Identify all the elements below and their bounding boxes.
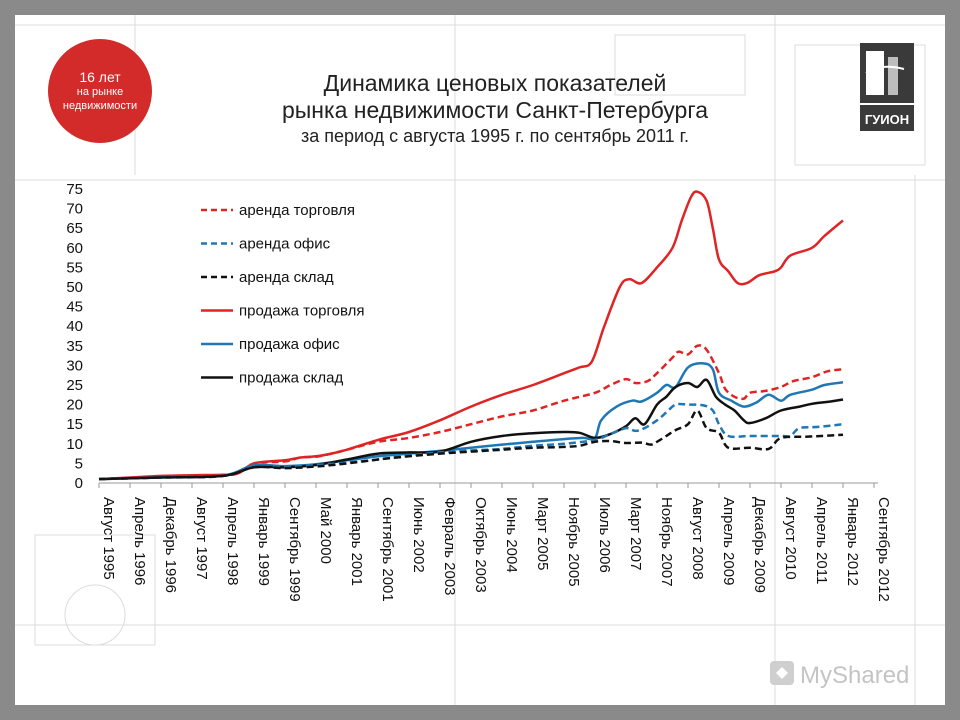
title-line-3: за период с августа 1995 г. по сентябрь …: [300, 126, 690, 146]
y-tick-label: 60: [66, 240, 83, 257]
x-tick-label: Апрель 2011: [813, 497, 830, 584]
x-tick-label: Август 1997: [193, 497, 210, 580]
y-tick-label: 5: [75, 455, 83, 472]
legend-label: аренда торговля: [239, 202, 355, 219]
badge-years: 16 лет: [79, 69, 121, 85]
y-tick-labels: 0 5 10 15 20 25 30 35 40 45 50 55 60 65 70 75: [66, 181, 83, 492]
watermark: MyShared: [770, 661, 909, 689]
x-tick-label: Сентябрь 2001: [379, 497, 396, 602]
legend: аренда торговля аренда офис аренда склад пр…: [201, 202, 365, 387]
x-tick-label: Март 2007: [627, 497, 644, 570]
x-tick-labels: Август 1995 Апрель 1996 Декабрь 1996 Август…: [100, 497, 892, 602]
x-tick-label: Апрель 1998: [224, 497, 241, 585]
x-tick-label: Июнь 2002: [410, 497, 427, 573]
title-line-2: рынка недвижимости Санкт-Петербурга: [281, 97, 709, 123]
x-tick-label: Апрель 2009: [720, 497, 737, 585]
x-tick-label: Октябрь 2003: [472, 497, 489, 593]
badge-text-1: на рынке: [76, 86, 124, 98]
x-tick-label: Ноябрь 2007: [658, 497, 675, 587]
x-tick-label: Сентябрь 1999: [286, 497, 303, 602]
x-tick-label: Февраль 2003: [441, 497, 458, 596]
x-tick-label: Декабрь 1996: [162, 497, 179, 593]
y-tick-label: 0: [75, 475, 83, 492]
y-tick-label: 65: [66, 220, 83, 237]
y-tick-label: 55: [66, 259, 83, 276]
y-tick-label: 35: [66, 338, 83, 355]
y-tick-label: 70: [66, 201, 83, 218]
badge-text-2: недвижимости: [62, 100, 138, 112]
x-tick-label: Август 1995: [100, 497, 117, 580]
title-line-1: Динамика ценовых показателей: [323, 70, 667, 96]
price-chart: 0 5 10 15 20 25 30 35 40 45 50 55 60 65 70 75 Август 19…: [66, 181, 892, 602]
x-tick-label: Ноябрь 2005: [565, 497, 582, 587]
series-line-1: [98, 402, 844, 481]
x-tick-label: Январь 1999: [255, 497, 272, 586]
y-tick-label: 40: [66, 318, 83, 335]
y-tick-label: 30: [66, 357, 83, 374]
slide: 16 лет на рынке недвижимости Динамика це…: [15, 15, 945, 705]
legend-label: аренда склад: [239, 269, 334, 286]
y-tick-label: 25: [66, 377, 83, 394]
y-tick-label: 50: [66, 279, 83, 296]
y-tick-label: 75: [66, 181, 83, 198]
x-tick-label: Январь 2001: [348, 497, 365, 586]
x-tick-label: Май 2000: [317, 497, 334, 564]
x-tick-label: Август 2010: [782, 497, 799, 580]
guion-logo: ГУИОН: [860, 43, 914, 131]
x-tick-label: Март 2005: [534, 497, 551, 570]
x-tick-label: Январь 2012: [844, 497, 861, 586]
x-tick-label: Июль 2006: [596, 497, 613, 573]
series-line-5: [98, 378, 844, 481]
chart-axes: [98, 482, 878, 488]
x-tick-label: Декабрь 2009: [751, 497, 768, 593]
legend-label: продажа торговля: [239, 303, 365, 320]
y-tick-label: 10: [66, 436, 83, 453]
logo-text: ГУИОН: [865, 112, 909, 127]
x-tick-label: Июнь 2004: [503, 497, 520, 573]
y-tick-label: 15: [66, 416, 83, 433]
legend-label: аренда офис: [239, 236, 331, 253]
watermark-text: MyShared: [800, 662, 909, 689]
blueprint-background: [15, 15, 945, 705]
x-tick-label: Апрель 1996: [131, 497, 148, 585]
series-lines: [98, 190, 844, 481]
series-line-4: [98, 362, 844, 481]
series-line-0: [98, 344, 844, 481]
x-tick-label: Сентябрь 2012: [875, 497, 892, 602]
legend-label: продажа склад: [239, 370, 343, 387]
years-badge: 16 лет на рынке недвижимости: [48, 39, 152, 143]
x-tick-label: Август 2008: [689, 497, 706, 580]
page-title: Динамика ценовых показателей рынка недви…: [175, 70, 815, 148]
series-line-2: [98, 409, 844, 481]
legend-label: продажа офис: [239, 336, 340, 353]
y-tick-label: 45: [66, 299, 83, 316]
y-tick-label: 20: [66, 397, 83, 414]
